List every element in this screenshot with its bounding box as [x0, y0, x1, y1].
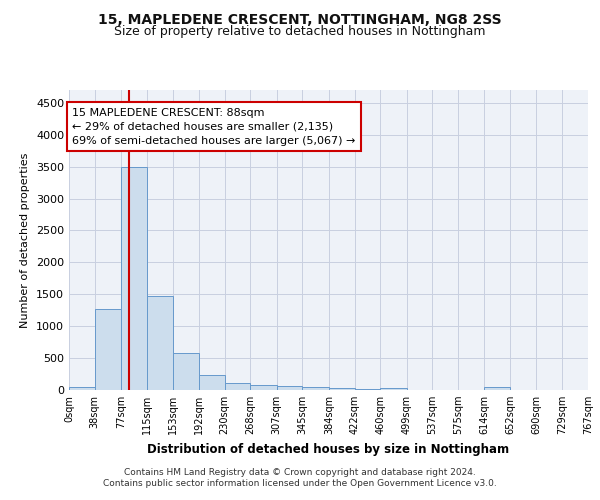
- Y-axis label: Number of detached properties: Number of detached properties: [20, 152, 31, 328]
- Bar: [302, 387, 329, 390]
- Bar: [277, 386, 302, 390]
- Bar: [199, 374, 224, 390]
- Text: 15, MAPLEDENE CRESCENT, NOTTINGHAM, NG8 2SS: 15, MAPLEDENE CRESCENT, NOTTINGHAM, NG8 …: [98, 12, 502, 26]
- Bar: [121, 166, 147, 390]
- Bar: [355, 388, 380, 390]
- Bar: [484, 387, 510, 390]
- Text: 15 MAPLEDENE CRESCENT: 88sqm
← 29% of detached houses are smaller (2,135)
69% of: 15 MAPLEDENE CRESCENT: 88sqm ← 29% of de…: [73, 108, 356, 146]
- Bar: [250, 384, 277, 390]
- Text: Contains HM Land Registry data © Crown copyright and database right 2024.
Contai: Contains HM Land Registry data © Crown c…: [103, 468, 497, 487]
- Bar: [95, 308, 121, 390]
- Bar: [173, 354, 199, 390]
- Bar: [380, 388, 407, 390]
- Text: Size of property relative to detached houses in Nottingham: Size of property relative to detached ho…: [114, 25, 486, 38]
- Bar: [329, 388, 355, 390]
- Bar: [147, 296, 173, 390]
- Bar: [224, 382, 250, 390]
- Bar: [69, 388, 95, 390]
- X-axis label: Distribution of detached houses by size in Nottingham: Distribution of detached houses by size …: [148, 442, 509, 456]
